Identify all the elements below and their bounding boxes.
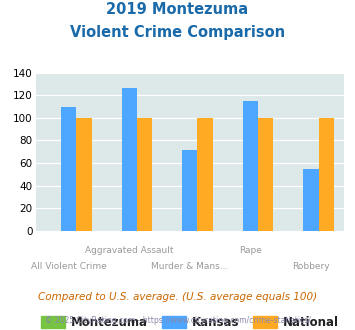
Bar	[258, 118, 273, 231]
Text: Rape: Rape	[239, 246, 262, 255]
Text: 2019 Montezuma: 2019 Montezuma	[106, 2, 248, 16]
Bar	[182, 149, 197, 231]
Text: All Violent Crime: All Violent Crime	[31, 262, 107, 271]
Bar	[137, 118, 152, 231]
Bar	[319, 118, 334, 231]
Bar	[76, 118, 92, 231]
Text: Aggravated Assault: Aggravated Assault	[85, 246, 174, 255]
Text: Robbery: Robbery	[292, 262, 330, 271]
Text: Murder & Mans...: Murder & Mans...	[151, 262, 229, 271]
Bar	[122, 88, 137, 231]
Bar	[304, 169, 319, 231]
Bar	[243, 101, 258, 231]
Legend: Montezuma, Kansas, National: Montezuma, Kansas, National	[37, 311, 343, 330]
Text: Violent Crime Comparison: Violent Crime Comparison	[70, 25, 285, 40]
Text: Compared to U.S. average. (U.S. average equals 100): Compared to U.S. average. (U.S. average …	[38, 292, 317, 302]
Text: © 2025 CityRating.com - https://www.cityrating.com/crime-statistics/: © 2025 CityRating.com - https://www.city…	[45, 316, 310, 325]
Bar	[197, 118, 213, 231]
Bar	[61, 107, 76, 231]
